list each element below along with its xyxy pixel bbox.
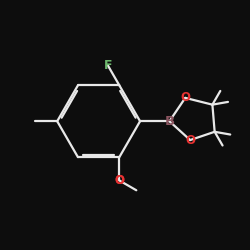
Text: O: O: [114, 174, 124, 187]
Text: F: F: [104, 59, 112, 72]
Text: O: O: [180, 92, 190, 104]
Text: O: O: [185, 134, 195, 146]
Text: B: B: [164, 115, 174, 128]
Text: O: O: [114, 174, 124, 187]
